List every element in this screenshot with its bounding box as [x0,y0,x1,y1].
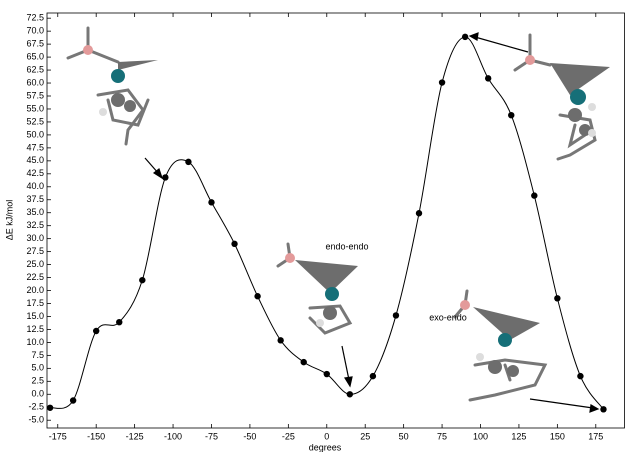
y-tick-label: 37.5 [26,194,44,204]
y-tick-label: 25.0 [26,259,44,269]
data-point [600,406,606,412]
y-tick-label: 45.0 [26,155,44,165]
y-tick-label: 22.5 [26,272,44,282]
y-axis-label: ΔE kJ/mol [4,200,14,241]
y-tick-label: -5.0 [28,415,44,425]
y-tick-label: 62.5 [26,64,44,74]
data-point [47,405,53,411]
data-point [116,319,122,325]
y-tick-label: 5.0 [31,363,44,373]
y-tick-label: 20.0 [26,285,44,295]
y-tick-label: 35.0 [26,207,44,217]
y-tick-label: 57.5 [26,90,44,100]
molecule-drawings [68,28,610,400]
molecule [455,291,545,400]
x-tick-label: 100 [473,431,488,441]
data-point [485,75,491,81]
data-point [231,241,237,247]
x-tick-label: -150 [87,431,105,441]
y-tick-label: 52.5 [26,116,44,126]
y-tick-label: 0.0 [31,389,44,399]
y-tick-label: 70.0 [26,26,44,36]
y-tick-label: 7.5 [31,350,44,360]
data-point [70,397,76,403]
annotation: endo-endo [325,241,368,251]
y-tick-label: 27.5 [26,246,44,256]
data-point [347,391,353,397]
data-point [416,210,422,216]
data-point [508,112,514,118]
data-point [162,174,168,180]
x-tick-label: -75 [205,431,218,441]
data-point [370,373,376,379]
data-point [185,159,191,165]
y-tick-label: 30.0 [26,233,44,243]
x-tick-label: -175 [49,431,67,441]
x-tick-label: -25 [282,431,295,441]
x-tick-label: 125 [511,431,526,441]
x-tick-label: 150 [550,431,565,441]
x-tick-label: 50 [399,431,409,441]
y-tick-label: 42.5 [26,168,44,178]
x-tick-label: -50 [243,431,256,441]
y-tick-label: 10.0 [26,337,44,347]
y-tick-label: 65.0 [26,51,44,61]
y-tick-label: 12.5 [26,324,44,334]
data-point [324,371,330,377]
molecule [68,28,158,144]
x-tick-label: 25 [360,431,370,441]
data-point [208,199,214,205]
data-point [93,328,99,334]
data-point [577,373,583,379]
arrows [145,33,598,412]
data-point [393,312,399,318]
y-tick-label: 47.5 [26,142,44,152]
chart: endo-endo exo-endo degrees ΔE kJ/mol 72.… [0,0,625,452]
data-point [439,79,445,85]
x-axis-label: degrees [309,442,342,452]
y-tick-label: 67.5 [26,39,44,49]
x-tick-label: 0 [324,431,329,441]
plot-frame [47,13,625,428]
x-tick-label: 175 [588,431,603,441]
x-tick-label: 75 [437,431,447,441]
annotation: exo-endo [429,312,467,322]
y-tick-label: 17.5 [26,298,44,308]
data-point [301,359,307,365]
x-tick-label: -125 [126,431,144,441]
molecule [278,244,358,333]
molecule [515,35,610,159]
data-point [277,337,283,343]
data-point [139,277,145,283]
y-tick-label: -2.5 [28,402,44,412]
data-point [554,295,560,301]
data-point [462,34,468,40]
y-tick-label: 15.0 [26,311,44,321]
x-tick-label: -100 [164,431,182,441]
curve [50,37,603,409]
y-tick-label: 72.5 [26,13,44,23]
y-tick-label: 55.0 [26,103,44,113]
y-tick-label: 2.5 [31,376,44,386]
y-tick-label: 50.0 [26,129,44,139]
y-tick-label: 60.0 [26,77,44,87]
y-tick-label: 40.0 [26,181,44,191]
data-point [531,192,537,198]
data-point [254,293,260,299]
y-tick-label: 32.5 [26,220,44,230]
